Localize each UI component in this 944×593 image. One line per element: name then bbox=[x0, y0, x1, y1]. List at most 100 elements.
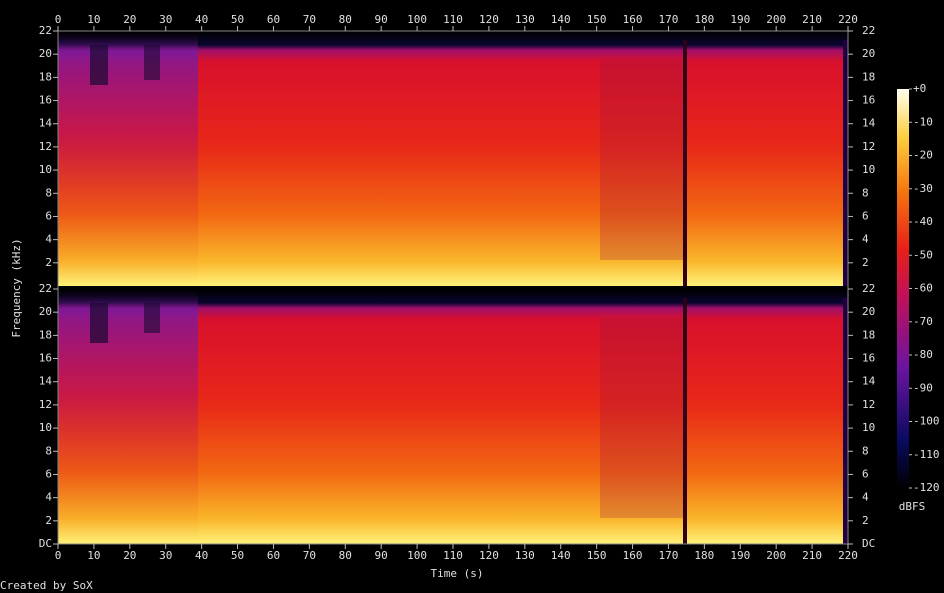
y-tick-label: 10 bbox=[862, 421, 875, 434]
x-axis-label: Time (s) bbox=[431, 567, 484, 580]
y-tick-label: 18 bbox=[39, 70, 52, 83]
y-tick-label: 4 bbox=[862, 491, 869, 504]
y-tick-label: 12 bbox=[862, 140, 875, 153]
spectrogram-top bbox=[58, 31, 848, 286]
x-tick-label: 120 bbox=[479, 549, 499, 562]
x-tick-label: 130 bbox=[515, 13, 535, 26]
y-tick-label: 22 bbox=[862, 282, 875, 295]
x-tick-label: 0 bbox=[55, 13, 62, 26]
x-tick-label: 100 bbox=[407, 549, 427, 562]
colorbar-tick-label: -40 bbox=[913, 215, 933, 228]
x-tick-label: 110 bbox=[443, 549, 463, 562]
x-tick-label: 180 bbox=[694, 549, 714, 562]
colorbar-tick-label: -60 bbox=[913, 282, 933, 295]
colorbar-tick-label: -20 bbox=[913, 149, 933, 162]
y-tick-label: 4 bbox=[45, 491, 52, 504]
x-tick-label: 90 bbox=[375, 13, 388, 26]
x-tick-label: 180 bbox=[694, 13, 714, 26]
y-tick-label: 20 bbox=[862, 305, 875, 318]
y-tick-label: 16 bbox=[39, 94, 52, 107]
y-tick-label: 20 bbox=[39, 47, 52, 60]
x-tick-label: 70 bbox=[303, 549, 316, 562]
colorbar bbox=[897, 89, 909, 488]
y-tick-label: 6 bbox=[862, 467, 869, 480]
x-tick-label: 10 bbox=[87, 549, 100, 562]
x-tick-label: 210 bbox=[802, 13, 822, 26]
colorbar-tick-label: +0 bbox=[913, 82, 926, 95]
x-tick-label: 100 bbox=[407, 13, 427, 26]
y-tick-label: 20 bbox=[39, 305, 52, 318]
colorbar-tick-label: -80 bbox=[913, 348, 933, 361]
y-tick-label: 10 bbox=[862, 163, 875, 176]
x-tick-label: 20 bbox=[123, 13, 136, 26]
x-tick-label: 80 bbox=[339, 549, 352, 562]
x-tick-label: 220 bbox=[838, 549, 858, 562]
spectrogram-bottom bbox=[58, 289, 848, 544]
colorbar-tick-label: -10 bbox=[913, 115, 933, 128]
colorbar-tick-label: -110 bbox=[913, 448, 940, 461]
x-tick-label: 90 bbox=[375, 549, 388, 562]
y-tick-label: 10 bbox=[39, 163, 52, 176]
y-tick-label: 12 bbox=[39, 398, 52, 411]
y-tick-label: 22 bbox=[39, 282, 52, 295]
y-tick-label: 2 bbox=[45, 514, 52, 527]
x-tick-label: 70 bbox=[303, 13, 316, 26]
colorbar-tick-label: -70 bbox=[913, 315, 933, 328]
x-tick-label: 110 bbox=[443, 13, 463, 26]
x-tick-label: 200 bbox=[766, 13, 786, 26]
x-tick-label: 170 bbox=[659, 13, 679, 26]
y-tick-label: 8 bbox=[862, 186, 869, 199]
y-tick-label: 22 bbox=[39, 24, 52, 37]
x-tick-label: 130 bbox=[515, 549, 535, 562]
y-tick-label: 6 bbox=[45, 467, 52, 480]
x-tick-label: 30 bbox=[159, 13, 172, 26]
y-tick-label: 8 bbox=[45, 444, 52, 457]
x-tick-label: 210 bbox=[802, 549, 822, 562]
x-tick-label: 190 bbox=[730, 13, 750, 26]
x-tick-label: 150 bbox=[587, 13, 607, 26]
y-tick-label: 18 bbox=[39, 328, 52, 341]
x-tick-label: 40 bbox=[195, 549, 208, 562]
x-tick-label: 40 bbox=[195, 13, 208, 26]
colorbar-tick-label: -90 bbox=[913, 381, 933, 394]
colorbar-tick-label: -50 bbox=[913, 248, 933, 261]
y-tick-label: 4 bbox=[45, 233, 52, 246]
y-tick-label: 8 bbox=[862, 444, 869, 457]
colorbar-tick-label: -120 bbox=[913, 481, 940, 494]
x-tick-label: 220 bbox=[838, 13, 858, 26]
x-tick-label: 170 bbox=[659, 549, 679, 562]
x-tick-label: 200 bbox=[766, 549, 786, 562]
y-tick-label: 18 bbox=[862, 70, 875, 83]
y-tick-label: 12 bbox=[39, 140, 52, 153]
x-tick-label: 160 bbox=[623, 13, 643, 26]
x-tick-label: 140 bbox=[551, 549, 571, 562]
x-tick-label: 150 bbox=[587, 549, 607, 562]
y-tick-label: 2 bbox=[862, 514, 869, 527]
colorbar-tick-label: -30 bbox=[913, 182, 933, 195]
y-tick-label: 2 bbox=[45, 256, 52, 269]
x-tick-label: 140 bbox=[551, 13, 571, 26]
x-tick-label: 60 bbox=[267, 13, 280, 26]
x-tick-label: 20 bbox=[123, 549, 136, 562]
y-tick-label: 14 bbox=[39, 117, 53, 130]
x-tick-label: 60 bbox=[267, 549, 280, 562]
y-tick-label: 2 bbox=[862, 256, 869, 269]
x-tick-label: 50 bbox=[231, 13, 244, 26]
x-tick-label: 10 bbox=[87, 13, 100, 26]
y-tick-label: 6 bbox=[45, 209, 52, 222]
y-axis-label: Frequency (kHz) bbox=[10, 238, 23, 337]
y-tick-label: 14 bbox=[862, 117, 876, 130]
y-tick-label: DC bbox=[862, 537, 875, 550]
y-tick-label: 20 bbox=[862, 47, 875, 60]
x-tick-label: 30 bbox=[159, 549, 172, 562]
colorbar-label: dBFS bbox=[899, 500, 926, 513]
x-tick-label: 160 bbox=[623, 549, 643, 562]
x-tick-label: 0 bbox=[55, 549, 62, 562]
y-tick-label: 14 bbox=[39, 375, 53, 388]
y-tick-label: 18 bbox=[862, 328, 875, 341]
y-tick-label: 8 bbox=[45, 186, 52, 199]
y-tick-label: 12 bbox=[862, 398, 875, 411]
colorbar-tick-label: -100 bbox=[913, 415, 940, 428]
y-tick-label: 10 bbox=[39, 421, 52, 434]
